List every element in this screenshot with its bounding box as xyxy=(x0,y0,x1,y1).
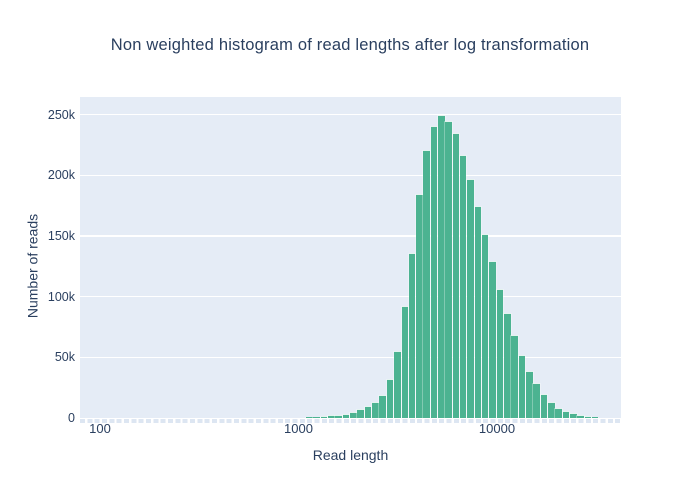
y-tick-label: 150k xyxy=(47,228,75,243)
histogram-bar xyxy=(526,370,533,418)
histogram-bar xyxy=(328,415,335,418)
y-gridline xyxy=(80,113,621,116)
histogram-bar xyxy=(548,401,555,418)
x-axis-minor-ticks xyxy=(80,418,621,423)
histogram-bar xyxy=(504,312,511,418)
histogram-bar xyxy=(482,234,489,418)
y-gridline xyxy=(80,356,621,359)
histogram-bar xyxy=(342,413,350,418)
histogram-bar xyxy=(452,133,460,418)
histogram-bar xyxy=(372,401,379,418)
histogram-bar xyxy=(555,407,562,418)
histogram-bar xyxy=(379,395,386,418)
histogram-bar xyxy=(320,415,328,418)
histogram-bar xyxy=(489,261,496,418)
histogram-bar xyxy=(518,354,526,418)
histogram-bar xyxy=(445,120,452,418)
x-tick-label: 100 xyxy=(89,421,111,436)
histogram-bar xyxy=(533,383,540,418)
chart-title: Non weighted histogram of read lengths a… xyxy=(110,36,590,54)
histogram-bar xyxy=(570,413,577,418)
y-tick-label: 50k xyxy=(54,350,75,365)
y-gridline xyxy=(80,295,621,298)
histogram-bar xyxy=(364,406,372,418)
histogram-bar xyxy=(401,305,408,418)
x-tick-label: 10000 xyxy=(478,421,516,436)
histogram-bar xyxy=(357,409,364,418)
y-gridline xyxy=(80,235,621,237)
histogram-bar xyxy=(577,414,584,418)
histogram-bar xyxy=(584,415,592,418)
histogram-bar xyxy=(467,178,474,418)
plot-area xyxy=(80,97,621,418)
histogram-bar xyxy=(416,194,423,418)
histogram-bar xyxy=(408,252,416,418)
histogram-bar xyxy=(474,205,482,418)
y-tick-label: 0 xyxy=(68,411,75,425)
histogram-bar xyxy=(592,417,599,418)
histogram-bar xyxy=(313,417,320,418)
histogram-bar xyxy=(540,393,548,418)
y-tick-label: 200k xyxy=(47,168,75,183)
histogram-bar xyxy=(386,378,394,418)
x-tick-label: 1000 xyxy=(284,421,313,436)
histogram-bar xyxy=(335,414,342,418)
histogram-bar xyxy=(350,411,357,418)
y-tick-label: 250k xyxy=(47,107,75,122)
histogram-bar xyxy=(306,417,313,418)
y-tick-label: 100k xyxy=(47,289,75,304)
histogram-bar xyxy=(438,115,445,418)
histogram-bar xyxy=(562,411,570,418)
histogram-bar xyxy=(394,350,401,418)
histogram-bar xyxy=(496,288,504,418)
histogram-bar xyxy=(460,154,467,418)
histogram-bar xyxy=(423,150,430,418)
y-gridline xyxy=(80,174,621,177)
x-axis-title: Read length xyxy=(312,447,389,463)
histogram-bar xyxy=(511,335,518,418)
histogram-bar xyxy=(430,125,438,418)
y-axis-title: Number of reads xyxy=(24,213,41,319)
